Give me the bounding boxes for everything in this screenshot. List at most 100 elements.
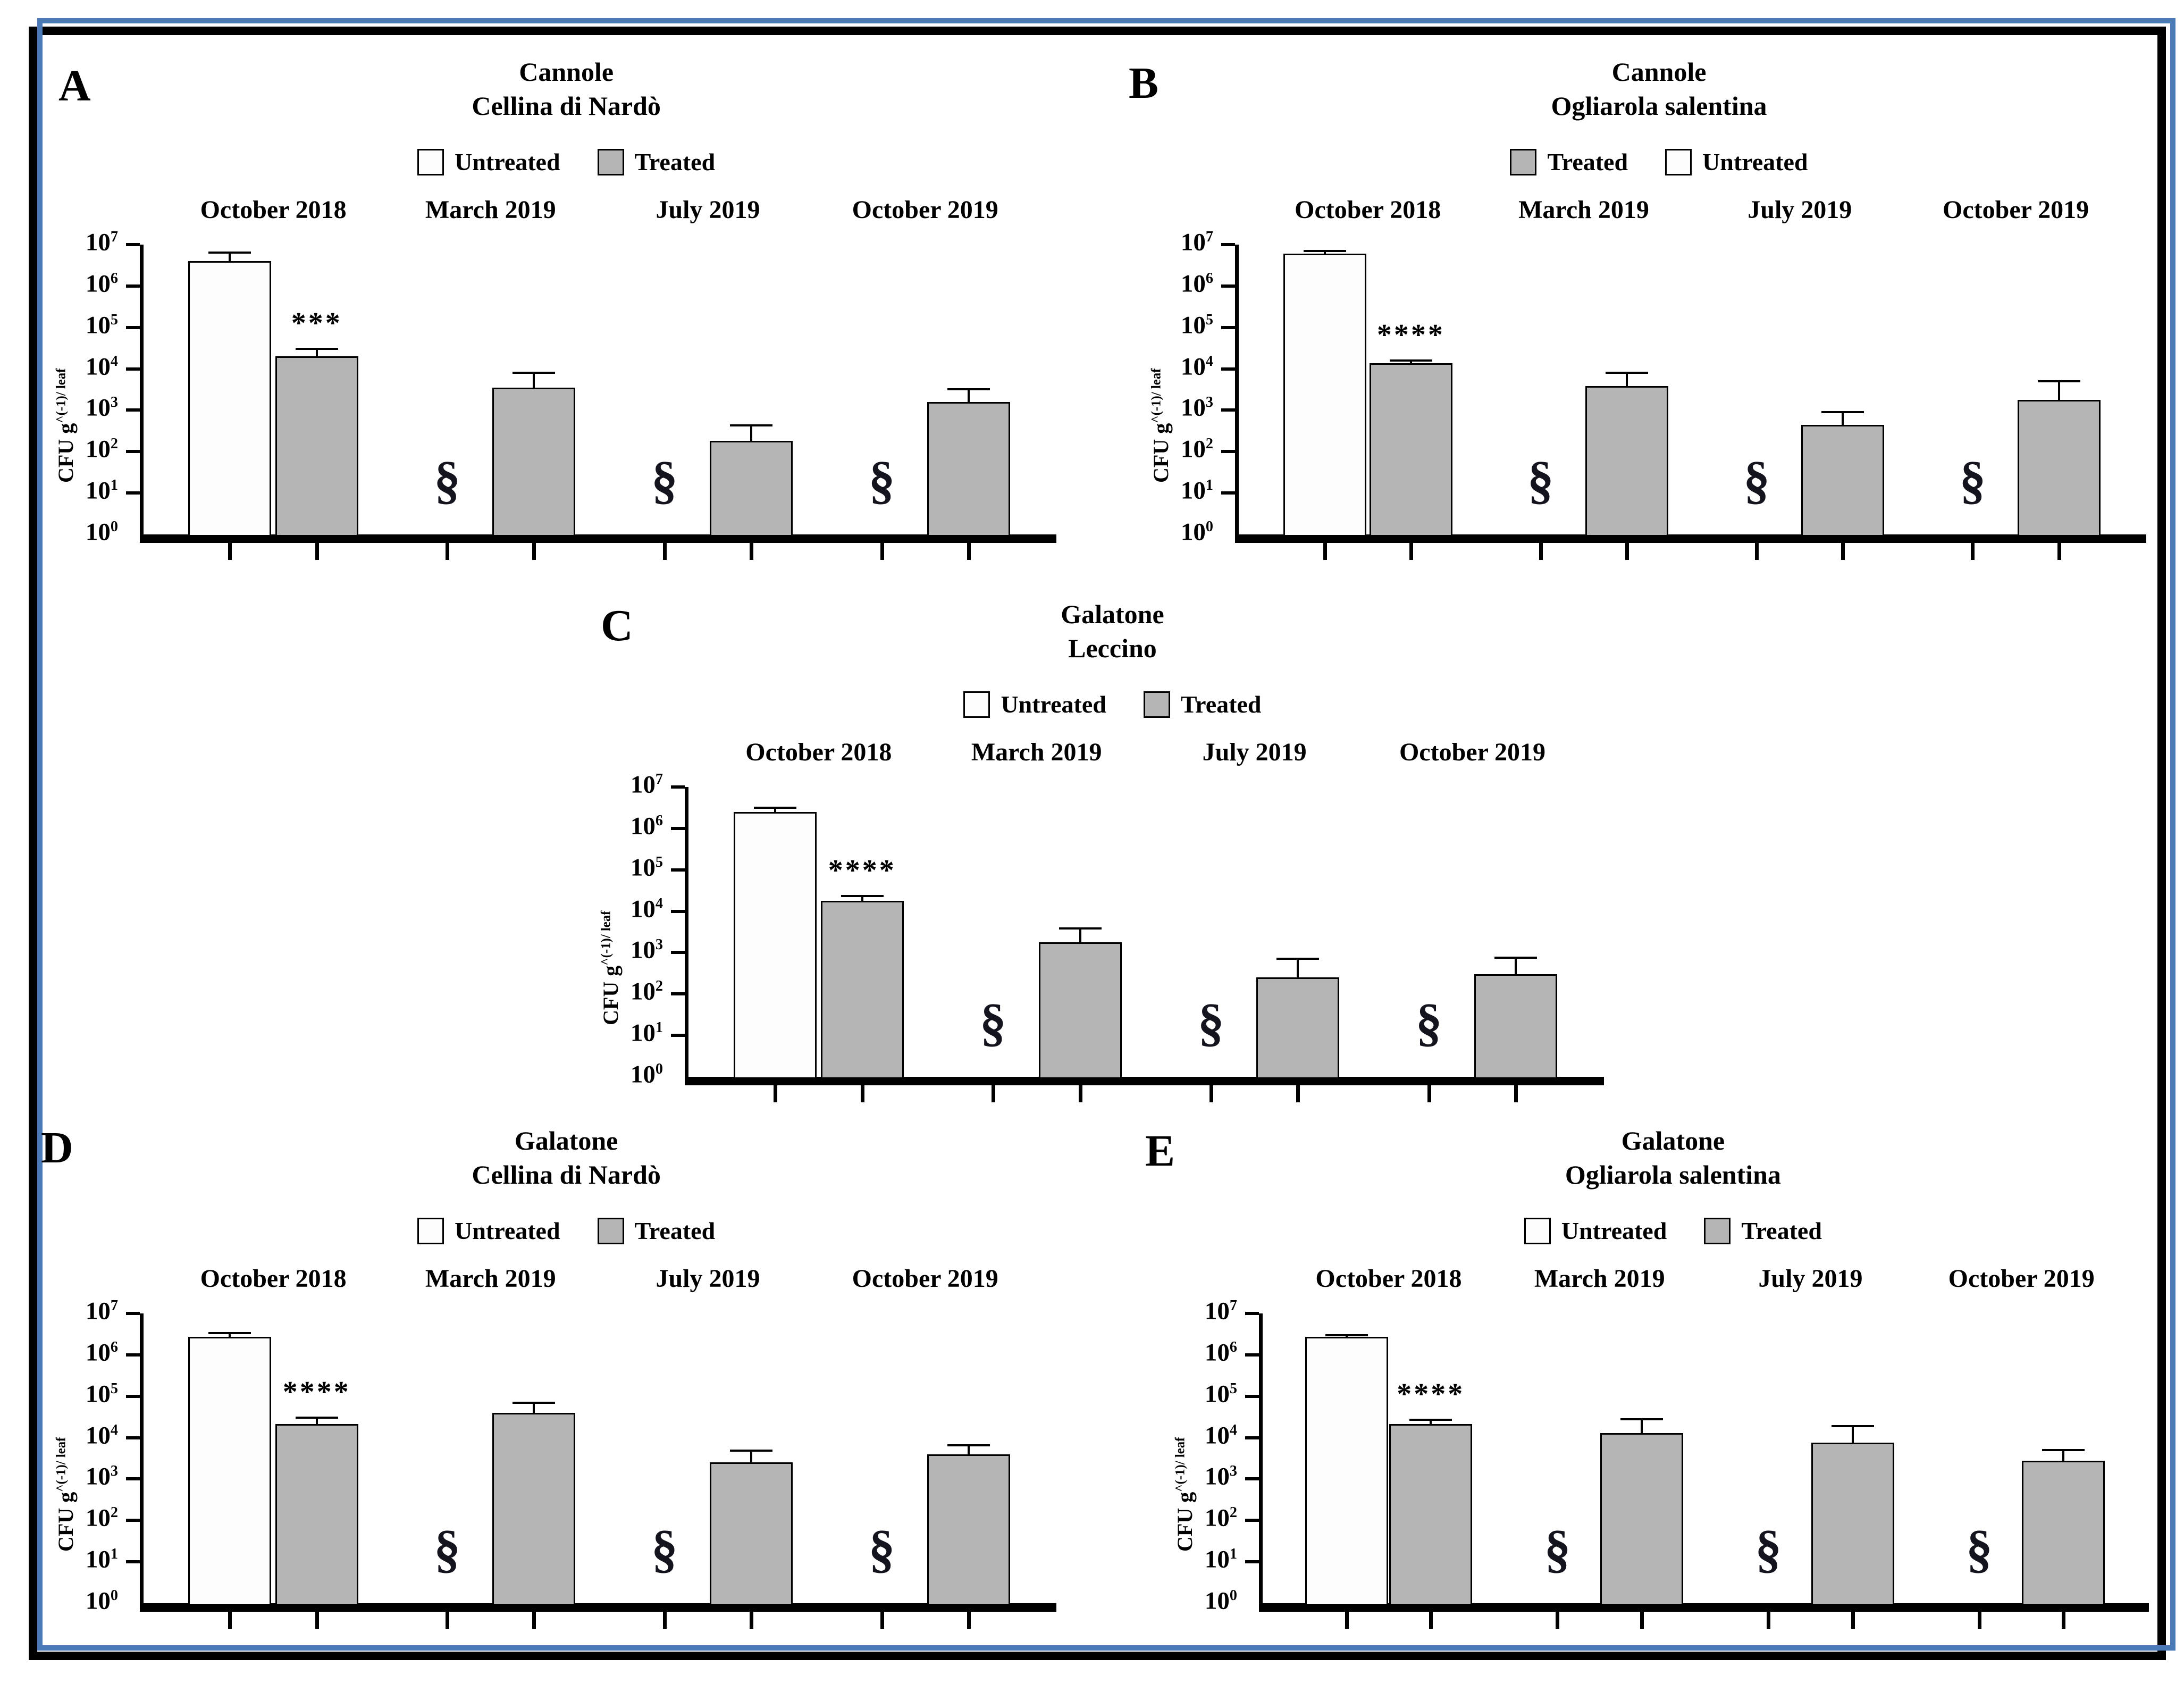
time-label-4: October 2019: [1399, 738, 1545, 766]
y-tick-label-1e1: 101: [1131, 1546, 1237, 1573]
missing-marker-october-2019: §: [868, 450, 895, 509]
y-tick-mark-1e4: [1221, 367, 1235, 371]
y-tick-base: 10: [630, 936, 656, 965]
y-tick-base: 10: [1180, 353, 1206, 381]
legend-item-untreated: Untreated: [963, 690, 1106, 718]
error-bar-line-treated-october-2018: [861, 896, 863, 901]
missing-marker-october-2019: §: [868, 1519, 895, 1578]
time-label-2: March 2019: [1518, 196, 1649, 224]
y-tick-mark-1e1: [671, 1034, 685, 1037]
legend-label-untreated: Untreated: [1702, 148, 1808, 175]
legend-label-treated: Treated: [1547, 148, 1628, 175]
x-tick-mark-6: [1851, 1612, 1855, 1629]
y-tick-label-1e3: 103: [557, 936, 663, 964]
y-axis: [140, 1313, 144, 1612]
missing-marker-october-2019: §: [1965, 1519, 1993, 1578]
y-tick-exponent: 1: [1229, 1546, 1237, 1563]
y-tick-label-1e5: 105: [1107, 312, 1213, 339]
y-tick-base: 10: [1180, 476, 1206, 505]
error-bar-cap-treated-march-2019: [1059, 927, 1102, 930]
time-label-1: October 2018: [200, 1265, 347, 1293]
y-tick-base: 10: [1180, 518, 1206, 546]
x-tick-mark-5: [1767, 1612, 1771, 1629]
y-axis-label-main: CFU g: [1173, 1492, 1197, 1552]
y-tick-base: 10: [85, 1463, 111, 1491]
legend-item-untreated: Untreated: [417, 148, 560, 176]
y-tick-exponent: 0: [655, 1061, 663, 1077]
x-tick-mark-4: [1078, 1085, 1082, 1102]
y-tick-mark-1e6: [671, 826, 685, 830]
y-tick-label-1e5: 105: [557, 854, 663, 882]
y-tick-label-1e6: 106: [1107, 270, 1213, 298]
y-axis-label: CFU g^(-1)/ leaf: [1172, 1437, 1197, 1551]
chart-title-location: Galatone: [1621, 1126, 1725, 1156]
time-label-1: October 2018: [1315, 1265, 1462, 1293]
y-tick-mark-1e7: [1221, 243, 1235, 246]
chart-title: Galatone Leccino: [767, 597, 1458, 665]
x-tick-mark-2: [315, 543, 319, 560]
legend-swatch-untreated-icon: [417, 1217, 444, 1244]
time-label-4: October 2019: [1943, 196, 2089, 224]
error-bar-line-treated-october-2019: [1515, 958, 1517, 975]
significance-stars: ****: [1397, 1377, 1465, 1411]
x-tick-mark-8: [2057, 543, 2061, 560]
y-tick-base: 10: [630, 977, 656, 1006]
legend-item-treated: Treated: [1143, 690, 1261, 718]
x-tick-mark-1: [228, 543, 232, 560]
time-label-2: March 2019: [1534, 1265, 1665, 1293]
bar-treated-october-2018: [275, 1424, 358, 1605]
y-tick-label-1e2: 102: [1131, 1504, 1237, 1532]
y-tick-mark-1e5: [1245, 1394, 1259, 1398]
x-tick-mark-2: [860, 1085, 864, 1102]
y-tick-exponent: 4: [655, 895, 663, 912]
missing-marker-july-2019: §: [1755, 1519, 1782, 1578]
x-tick-mark-8: [1514, 1085, 1518, 1102]
chart-title-location: Cannole: [519, 57, 614, 87]
chart-title-cultivar: Cellina di Nardò: [472, 1160, 661, 1190]
x-tick-mark-4: [532, 1612, 536, 1629]
y-tick-base: 10: [85, 353, 111, 381]
y-tick-label-1e1: 101: [12, 1546, 118, 1573]
error-bar-cap-treated-october-2018: [841, 895, 884, 898]
y-tick-exponent: 3: [655, 936, 663, 953]
y-tick-exponent: 2: [1229, 1504, 1237, 1521]
y-tick-base: 10: [630, 812, 656, 840]
y-tick-label-1e0: 100: [12, 518, 118, 546]
time-label-1: October 2018: [1295, 196, 1441, 224]
y-tick-exponent: 7: [110, 229, 118, 245]
chart-title-cultivar: Leccino: [1068, 633, 1157, 663]
y-tick-label-1e4: 104: [557, 895, 663, 923]
error-bar-line-treated-march-2019: [1640, 1419, 1643, 1433]
y-tick-mark-1e3: [1245, 1477, 1259, 1481]
y-tick-exponent: 3: [110, 394, 118, 411]
y-tick-mark-1e7: [126, 1312, 140, 1315]
y-tick-exponent: 3: [1205, 394, 1213, 411]
y-tick-base: 10: [630, 1060, 656, 1088]
bar-treated-july-2019: [1801, 425, 1885, 537]
legend-label-untreated: Untreated: [455, 1217, 560, 1244]
bar-treated-october-2019: [927, 1454, 1010, 1605]
y-tick-base: 10: [1204, 1463, 1230, 1491]
y-tick-exponent: 0: [110, 1587, 118, 1604]
y-tick-base: 10: [85, 435, 111, 463]
error-bar-line-treated-july-2019: [1842, 412, 1844, 425]
error-bar-cap-treated-october-2018: [1409, 1418, 1452, 1421]
y-tick-exponent: 7: [1205, 229, 1213, 245]
y-tick-exponent: 1: [110, 1546, 118, 1563]
y-axis-label-sup: ^(-1)/ leaf: [54, 1437, 69, 1492]
y-tick-base: 10: [85, 1338, 111, 1367]
y-tick-label-1e4: 104: [1107, 353, 1213, 381]
bar-untreated-october-2018: [188, 1337, 272, 1605]
y-tick-mark-1e1: [126, 491, 140, 495]
legend-item-treated: Treated: [1704, 1217, 1822, 1245]
error-bar-cap-treated-october-2019: [2037, 380, 2080, 382]
legend-swatch-treated-icon: [1704, 1217, 1731, 1244]
x-tick-mark-7: [1971, 543, 1975, 560]
x-tick-mark-6: [750, 1612, 754, 1629]
y-tick-mark-1e5: [1221, 325, 1235, 329]
error-bar-cap-treated-july-2019: [1821, 411, 1864, 413]
y-tick-label-1e5: 105: [1131, 1380, 1237, 1408]
y-tick-exponent: 3: [110, 1463, 118, 1480]
significance-stars: ****: [1376, 318, 1445, 351]
x-tick-mark-5: [1209, 1085, 1213, 1102]
